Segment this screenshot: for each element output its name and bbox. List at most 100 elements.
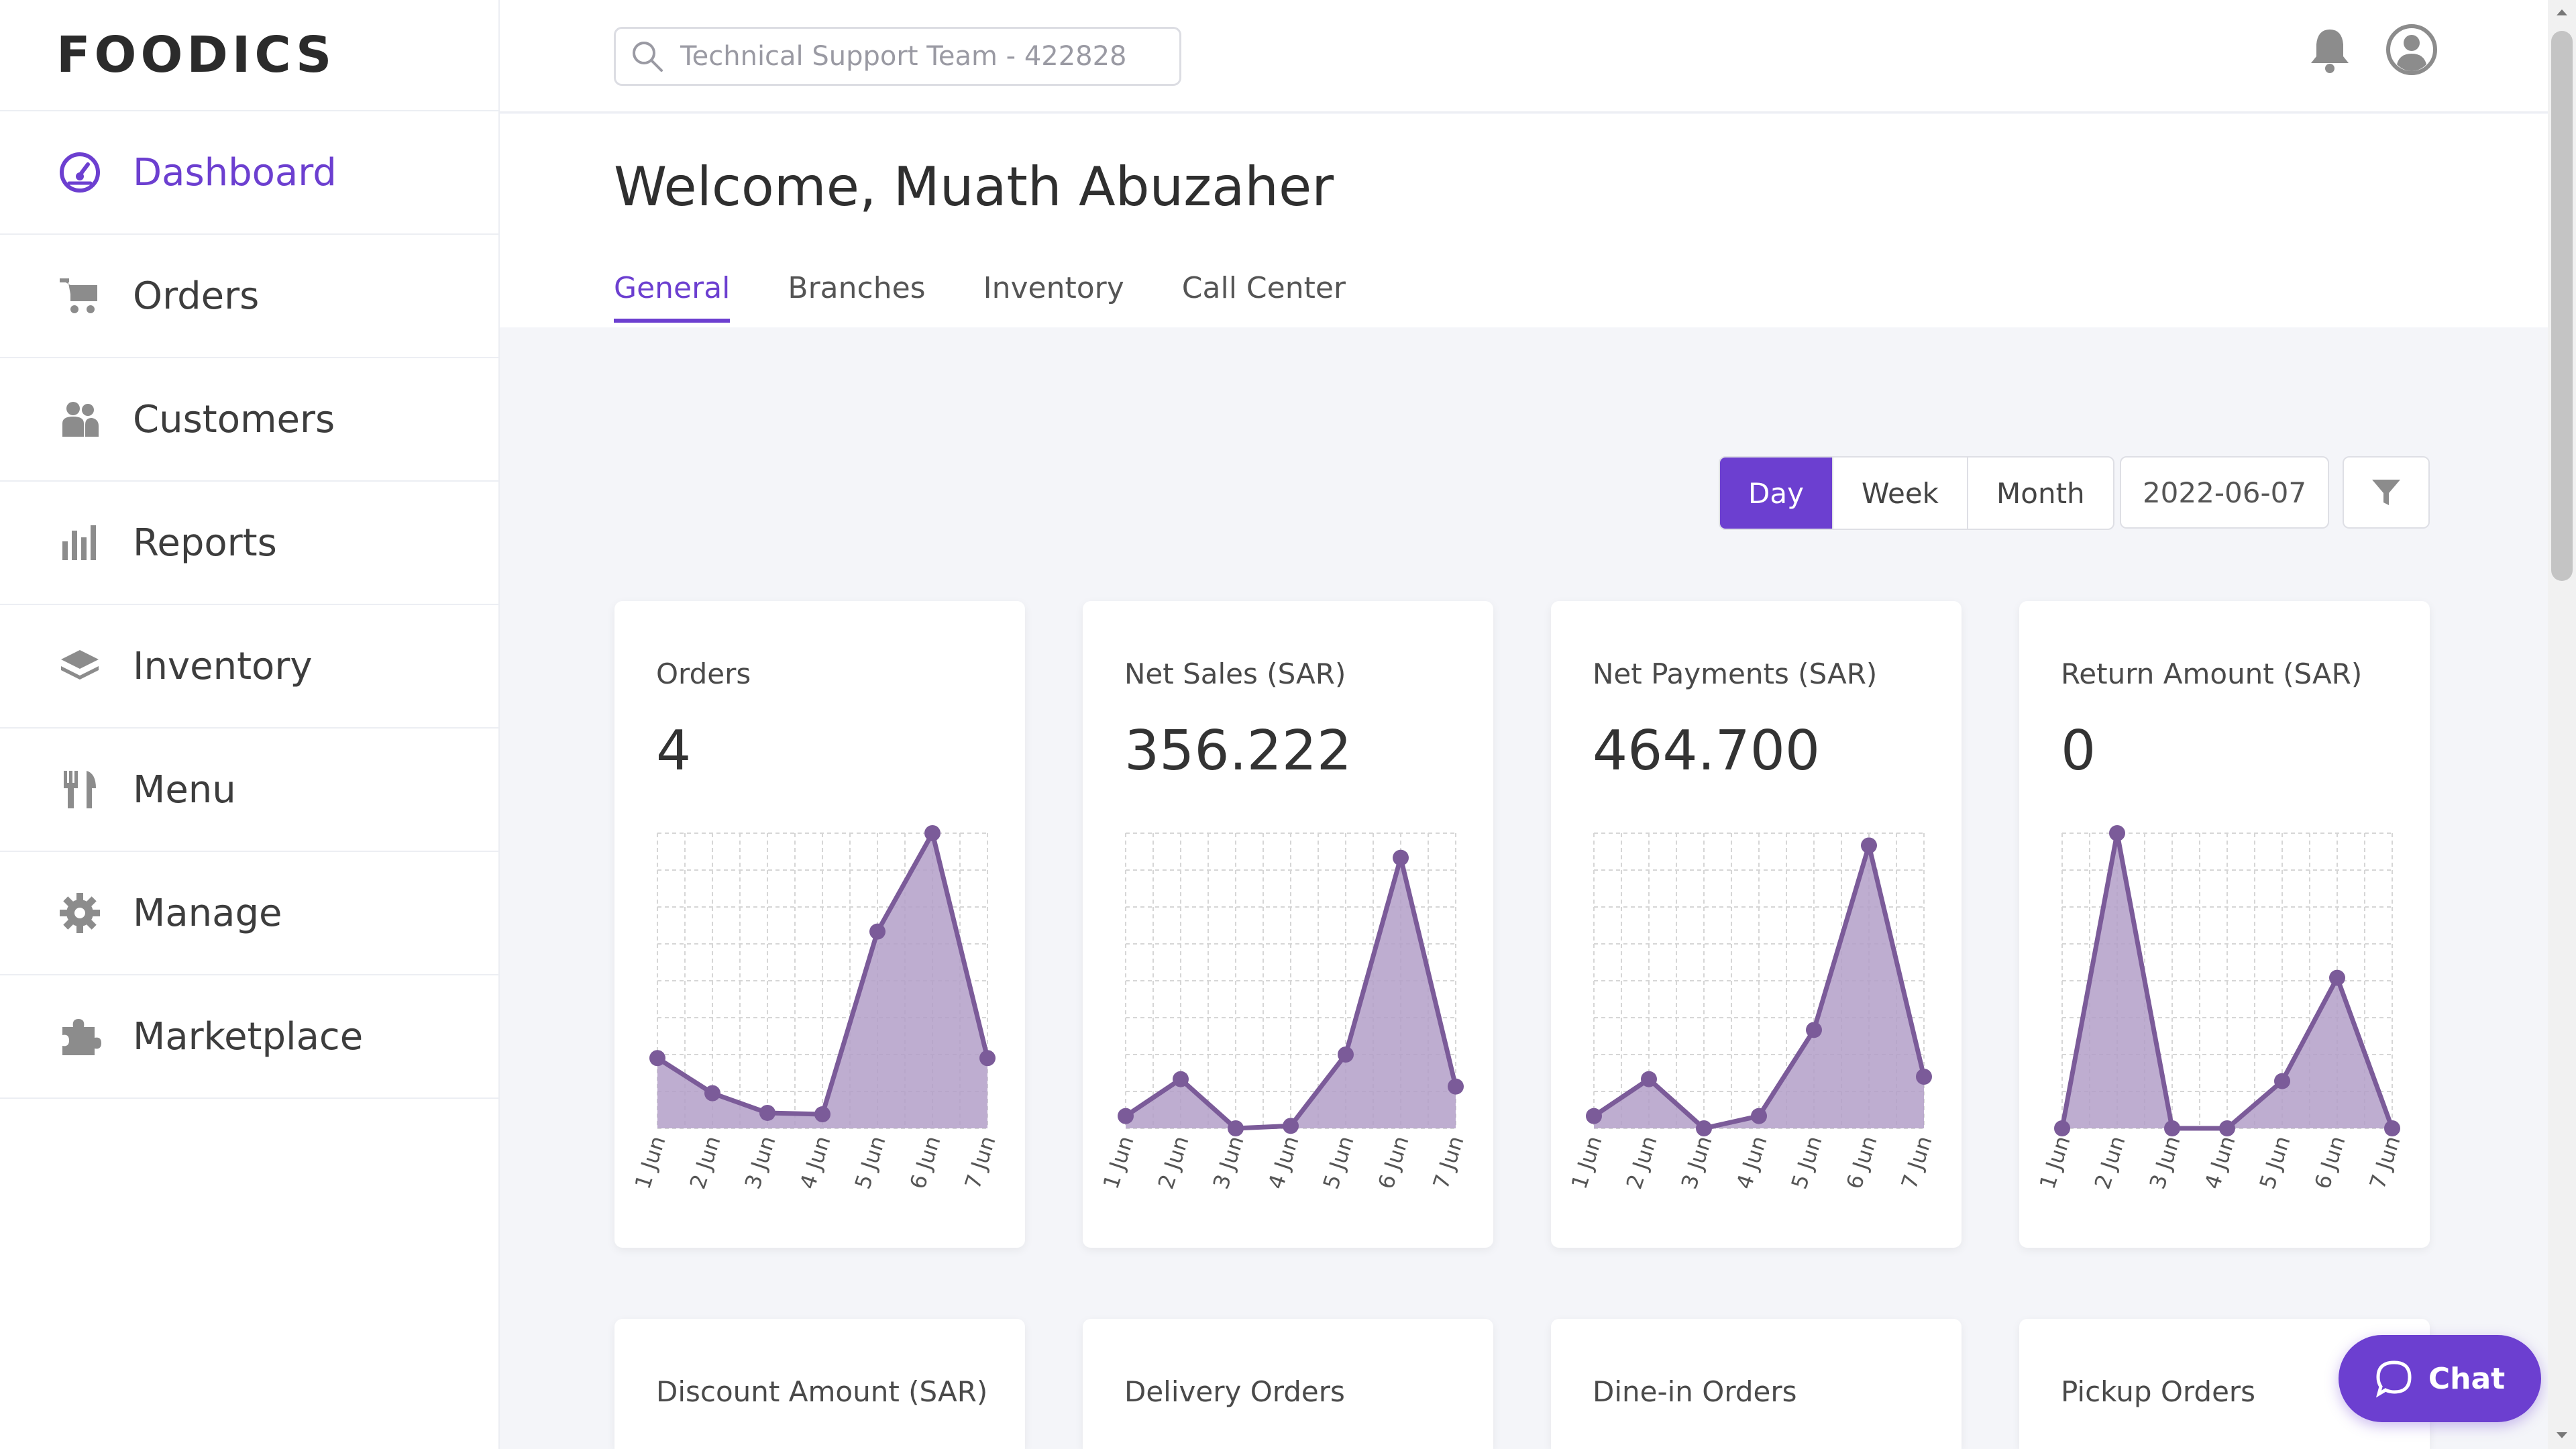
sidebar-item-marketplace[interactable]: Marketplace (0, 975, 498, 1099)
data-point[interactable] (2384, 1120, 2400, 1136)
data-point[interactable] (1696, 1120, 1712, 1136)
card-title: Return Amount (SAR) (2061, 657, 2363, 690)
x-tick-label: 3 Jun (740, 1133, 781, 1192)
x-tick-label: 4 Jun (795, 1133, 836, 1192)
data-point[interactable] (1751, 1108, 1767, 1124)
data-point[interactable] (1118, 1108, 1134, 1124)
data-point[interactable] (2219, 1120, 2235, 1136)
card-title: Discount Amount (SAR) (656, 1375, 988, 1408)
data-point[interactable] (814, 1106, 830, 1123)
chat-button[interactable]: Chat (2339, 1335, 2541, 1422)
data-point[interactable] (759, 1104, 775, 1121)
tab-call-center[interactable]: Call Center (1181, 271, 1346, 305)
x-tick-label: 1 Jun (630, 1133, 671, 1192)
sidebar-item-label: Inventory (133, 644, 313, 688)
scroll-up-arrow-icon[interactable] (2554, 4, 2570, 20)
card-title: Delivery Orders (1124, 1375, 1345, 1408)
tab-inventory[interactable]: Inventory (983, 271, 1124, 305)
sidebar-item-customers[interactable]: Customers (0, 358, 498, 482)
data-point[interactable] (924, 825, 941, 841)
data-point[interactable] (869, 923, 885, 940)
net-sales-chart: 1 Jun 2 Jun 3 Jun 4 Jun 5 Jun 6 Jun 7 Jun (1098, 833, 1469, 1192)
data-point[interactable] (1916, 1069, 1932, 1085)
card-title: Dine-in Orders (1593, 1375, 1797, 1408)
dashboard-tabs: General Branches Inventory Call Center (614, 271, 1403, 323)
x-tick-label: 7 Jun (1428, 1133, 1469, 1192)
series-area (2062, 833, 2392, 1128)
series-area (657, 833, 987, 1128)
x-tick-label: 7 Jun (2365, 1133, 2406, 1192)
cart-icon (56, 272, 103, 319)
x-tick-label: 1 Jun (1566, 1133, 1607, 1192)
sidebar-item-orders[interactable]: Orders (0, 235, 498, 358)
bar-chart-icon (56, 519, 103, 566)
data-point[interactable] (649, 1050, 665, 1067)
net-payments-card[interactable]: Net Payments (SAR) 464.700 1 Jun 2 Jun 3 J… (1551, 601, 1962, 1248)
data-point[interactable] (1641, 1071, 1657, 1087)
data-point[interactable] (704, 1085, 720, 1102)
user-circle-icon[interactable] (2385, 23, 2438, 76)
discount-amount-card[interactable]: Discount Amount (SAR) (614, 1319, 1025, 1449)
data-point[interactable] (1283, 1118, 1299, 1134)
period-week-button[interactable]: Week (1831, 458, 1967, 529)
search-input[interactable] (680, 41, 1163, 72)
puzzle-icon (56, 1013, 103, 1060)
net-payments-chart: 1 Jun 2 Jun 3 Jun 4 Jun 5 Jun 6 Jun 7 Jun (1566, 833, 1937, 1192)
return-amount-chart: 1 Jun 2 Jun 3 Jun 4 Jun 5 Jun 6 Jun 7 Jun (2035, 825, 2406, 1192)
foodics-logo[interactable]: FOODICS (0, 0, 498, 111)
tab-branches[interactable]: Branches (788, 271, 926, 305)
data-point[interactable] (2274, 1073, 2290, 1089)
search-box[interactable] (614, 27, 1181, 86)
data-point[interactable] (979, 1050, 996, 1067)
period-day-button[interactable]: Day (1720, 458, 1832, 529)
dine-in-orders-card[interactable]: Dine-in Orders (1551, 1319, 1962, 1449)
card-value: 4 (656, 719, 692, 783)
date-picker-button[interactable]: 2022-06-07 (2120, 456, 2329, 529)
x-tick-label: 7 Jun (1896, 1133, 1937, 1192)
data-point[interactable] (1338, 1046, 1354, 1063)
bell-icon[interactable] (2304, 24, 2355, 75)
data-point[interactable] (1448, 1078, 1464, 1095)
net-sales-card[interactable]: Net Sales (SAR) 356.222 1 Jun 2 Jun 3 Jun 4… (1083, 601, 1493, 1248)
data-point[interactable] (1228, 1120, 1244, 1136)
data-point[interactable] (2164, 1120, 2180, 1136)
delivery-orders-card[interactable]: Delivery Orders (1083, 1319, 1493, 1449)
sidebar-item-dashboard[interactable]: Dashboard (0, 111, 498, 235)
x-tick-label: 3 Jun (1676, 1133, 1717, 1192)
data-point[interactable] (1173, 1071, 1189, 1087)
data-point[interactable] (1393, 849, 1409, 866)
tab-general[interactable]: General (614, 271, 731, 323)
x-tick-label: 6 Jun (905, 1133, 946, 1192)
x-tick-label: 4 Jun (1263, 1133, 1304, 1192)
sidebar-item-inventory[interactable]: Inventory (0, 605, 498, 729)
page-scrollbar[interactable] (2548, 0, 2576, 1449)
sidebar-item-label: Customers (133, 397, 335, 441)
data-point[interactable] (1806, 1022, 1822, 1038)
sidebar-item-reports[interactable]: Reports (0, 482, 498, 605)
x-tick-label: 5 Jun (1786, 1133, 1827, 1192)
scrollbar-thumb[interactable] (2551, 31, 2573, 581)
data-point[interactable] (1861, 837, 1877, 854)
period-selector: Day Week Month (1719, 456, 2114, 530)
orders-card[interactable]: Orders 4 1 Jun 2 Jun 3 Jun 4 Jun 5 Jun 6 Jun 7… (614, 601, 1025, 1248)
data-point[interactable] (2054, 1120, 2070, 1136)
filter-button[interactable] (2343, 456, 2430, 529)
sidebar-item-label: Marketplace (133, 1014, 364, 1059)
fork-knife-icon (56, 766, 103, 813)
card-title: Pickup Orders (2061, 1375, 2256, 1408)
sidebar-item-manage[interactable]: Manage (0, 852, 498, 975)
data-point[interactable] (2109, 825, 2125, 841)
x-tick-label: 2 Jun (1621, 1133, 1662, 1192)
x-tick-label: 1 Jun (1098, 1133, 1139, 1192)
sidebar-item-label: Menu (133, 767, 236, 812)
dashboard-gauge-icon (56, 149, 103, 196)
orders-chart: 1 Jun 2 Jun 3 Jun 4 Jun 5 Jun 6 Jun 7 Jun (630, 825, 1001, 1192)
return-amount-card[interactable]: Return Amount (SAR) 0 1 Jun 2 Jun 3 Jun 4 J… (2019, 601, 2430, 1248)
scroll-down-arrow-icon[interactable] (2554, 1428, 2570, 1444)
data-point[interactable] (1586, 1108, 1602, 1124)
data-point[interactable] (2329, 969, 2345, 986)
sidebar-item-menu[interactable]: Menu (0, 729, 498, 852)
topbar (500, 0, 2548, 113)
period-month-button[interactable]: Month (1967, 458, 2113, 529)
logo-text: FOODICS (56, 26, 336, 84)
